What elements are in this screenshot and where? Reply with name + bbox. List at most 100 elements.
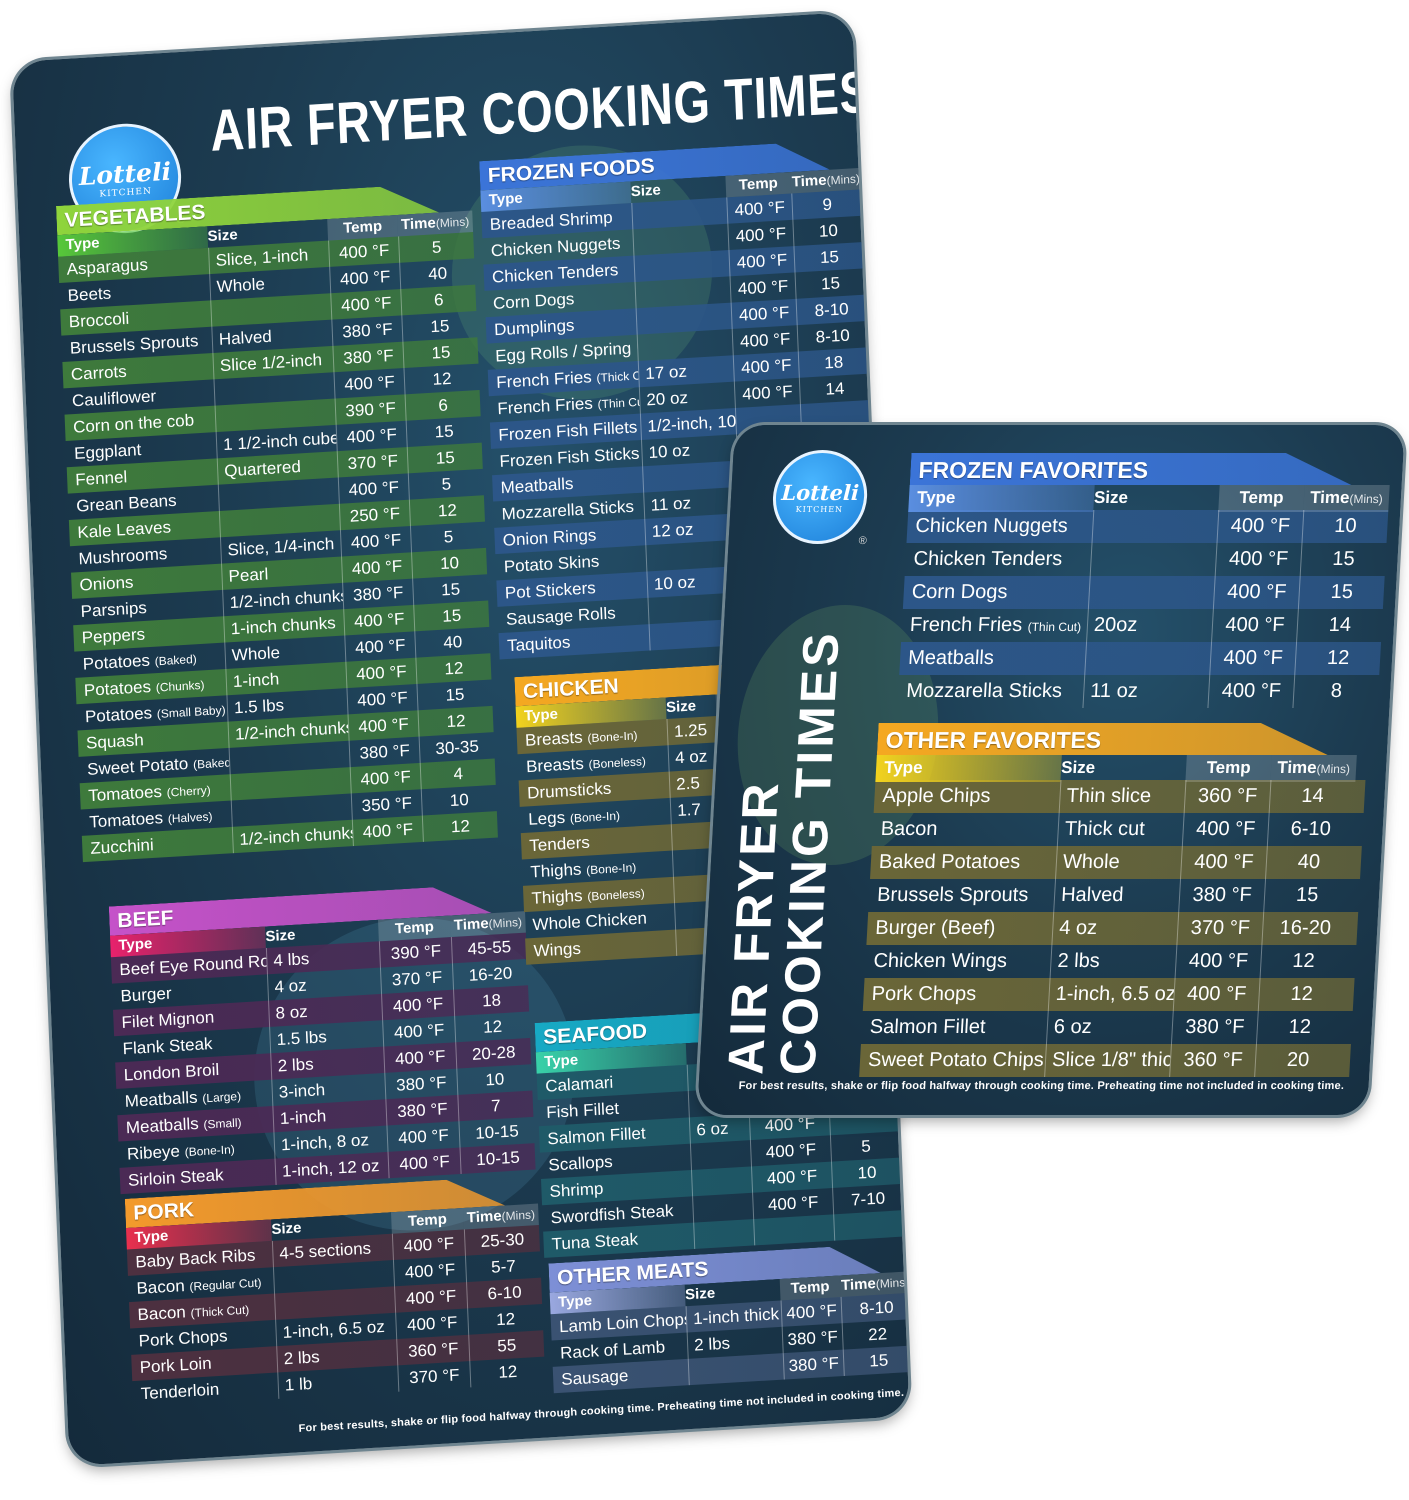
table-row: Meatballs 400 °F 12 xyxy=(899,642,1382,675)
lotteli-logo: Lotteli KITCHEN xyxy=(770,450,870,544)
item-name: Corn Dogs xyxy=(911,581,1009,603)
logo-sub: KITCHEN xyxy=(99,186,153,199)
item-name: Pork Loin xyxy=(139,1353,212,1377)
cell-time: 12 xyxy=(469,1356,546,1388)
item-name: Squash xyxy=(85,730,145,753)
table-row: Chicken Tenders 400 °F 15 xyxy=(905,543,1387,576)
cell-temp: 400 °F xyxy=(1209,642,1297,675)
header-temp: Temp xyxy=(1218,485,1305,512)
item-name: Chicken Nuggets xyxy=(914,515,1069,537)
table-row: Salmon Fillet 6 oz 380 °F 12 xyxy=(861,1011,1353,1044)
cell-time: 22 xyxy=(841,1319,910,1350)
table-header: Type Size Temp Time(Mins) xyxy=(908,485,1390,512)
item-name: Rack of Lamb xyxy=(559,1337,666,1363)
item-name: Filet Mignon xyxy=(121,1007,215,1032)
item-name: Potatoes xyxy=(82,650,151,674)
item-note: (Thick Cut) xyxy=(596,367,639,385)
header-size: Size xyxy=(1093,488,1129,507)
header-time-unit: (Mins) xyxy=(1349,492,1384,506)
logo-brand: Lotteli xyxy=(780,480,860,505)
table-row: Pork Chops 1-inch, 6.5 oz 400 °F 12 xyxy=(862,978,1355,1011)
item-note: (Cherry) xyxy=(166,783,211,800)
item-name: Mozzarella Sticks xyxy=(905,680,1063,702)
item-note: (Bone-In) xyxy=(587,728,638,746)
cell-size xyxy=(692,1192,754,1223)
cell-size xyxy=(687,1353,784,1386)
item-name: Broccoli xyxy=(68,309,130,332)
item-note: (Small Baby) xyxy=(156,703,226,721)
cell-size: 1 lb xyxy=(277,1365,399,1399)
cell-type: Baked Potatoes xyxy=(870,846,1057,879)
section-title: FROZEN FAVORITES xyxy=(910,453,1392,485)
cell-temp: 400 °F xyxy=(387,1147,461,1179)
item-name: Chicken Tenders xyxy=(913,548,1063,570)
table-row: Apple Chips Thin slice 360 °F 14 xyxy=(873,780,1366,813)
cell-time: 14 xyxy=(1268,780,1356,813)
table-row: Chicken Nuggets 400 °F 10 xyxy=(906,510,1389,543)
section-other-favorites: OTHER FAVORITES Type Size Temp Time(Mins) App… xyxy=(859,723,1368,1077)
cell-temp: 400 °F xyxy=(1172,978,1260,1011)
item-name: Ribeye xyxy=(126,1141,181,1164)
cell-type: Meatballs xyxy=(899,642,1086,675)
cell-size: 1.25 xyxy=(666,715,718,746)
header-type: Type xyxy=(908,485,1095,512)
header-time-label: Time xyxy=(1309,488,1351,507)
cell-time: 15 xyxy=(1263,879,1351,912)
item-name: Apple Chips xyxy=(881,785,992,807)
item-name: French Fries xyxy=(495,367,593,392)
item-name: French Fries xyxy=(909,614,1023,636)
cell-size: 4 oz xyxy=(667,742,719,772)
cell-time xyxy=(833,1210,905,1241)
header-time-label: Time xyxy=(791,171,827,191)
item-note: (Thin Cut) xyxy=(597,394,640,412)
section-title: OTHER FAVORITES xyxy=(877,723,1369,755)
item-name: Pork Chops xyxy=(138,1326,228,1351)
cell-size xyxy=(1089,543,1217,576)
item-note: (Thick Cut) xyxy=(190,1302,250,1320)
item-name: Bacon xyxy=(880,818,939,840)
cell-size: 20oz xyxy=(1086,609,1213,642)
cell-size: 1/2-inch chunks xyxy=(231,819,353,854)
cell-time: 20 xyxy=(1254,1044,1341,1077)
cell-size: Halved xyxy=(1053,879,1181,912)
cell-temp: 400 °F xyxy=(732,351,799,382)
table-row: Mozzarella Sticks 11 oz 400 °F 8 xyxy=(897,675,1380,708)
item-name: Swordfish Steak xyxy=(550,1201,674,1228)
cell-type: Sweet Potato Chips xyxy=(859,1044,1046,1077)
cell-temp xyxy=(753,1214,835,1246)
item-name: Asparagus xyxy=(66,255,149,279)
item-name: Beets xyxy=(67,283,112,305)
cell-size: 6 oz xyxy=(1045,1011,1173,1044)
item-name: Pot Stickers xyxy=(504,578,597,603)
item-name: Lamb Loin Chops xyxy=(558,1309,687,1337)
cell-time: 40 xyxy=(1265,846,1352,879)
header-time-unit: (Mins) xyxy=(875,1275,910,1291)
item-name: Wings xyxy=(533,939,582,961)
item-name: Breasts xyxy=(525,754,585,777)
header-time-unit: (Mins) xyxy=(1316,762,1351,776)
item-name: Whole Chicken xyxy=(532,908,648,935)
cell-temp: 400 °F xyxy=(1180,846,1267,879)
table-row: Corn Dogs 400 °F 15 xyxy=(902,576,1385,609)
header-time-label: Time xyxy=(1276,758,1318,777)
item-name: Meatballs xyxy=(907,647,995,669)
cell-size: 2 lbs xyxy=(1049,945,1177,978)
cell-size xyxy=(689,1140,751,1171)
item-name: Sausage xyxy=(560,1366,629,1389)
header-time-unit: (Mins) xyxy=(826,171,861,188)
item-name: Tomatoes xyxy=(88,808,164,832)
item-name: Onion Rings xyxy=(502,525,597,550)
item-name: Carrots xyxy=(70,362,128,384)
cell-time: 10 xyxy=(1301,510,1389,543)
item-note: (Bone-In) xyxy=(585,860,637,878)
item-name: Kale Leaves xyxy=(77,517,172,542)
cell-type: Corn Dogs xyxy=(903,576,1090,609)
table-row: Chicken Wings 2 lbs 400 °F 12 xyxy=(865,945,1357,978)
section-beef: BEEF Type Size Temp Time(Mins) Beef Eye Round… xyxy=(109,882,536,1195)
cell-time: 14 xyxy=(1296,609,1383,642)
item-name: Grean Beans xyxy=(75,491,177,516)
cell-temp: 360 °F xyxy=(1169,1044,1256,1077)
cell-type: Salmon Fillet xyxy=(861,1011,1048,1044)
logo-sub: KITCHEN xyxy=(795,505,844,514)
cell-type: French Fries (Thin Cut) xyxy=(901,609,1088,642)
